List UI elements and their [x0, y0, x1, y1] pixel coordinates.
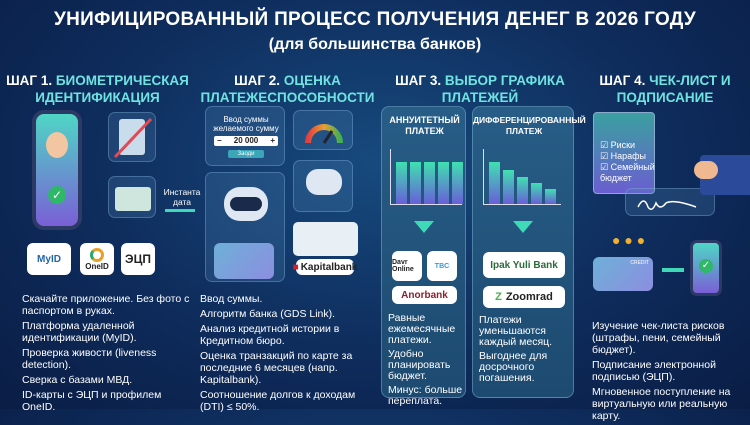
option-differentiated[interactable]: ДИФФЕРЕНЦИРОВАННЫЙ ПЛАТЕЖ Ipak Yuli Bank… — [472, 106, 586, 398]
arrow-right-icon — [165, 209, 195, 212]
page-subtitle: (для большинства банков) — [268, 36, 482, 53]
differentiated-bar-chart — [483, 149, 561, 205]
logo-oneid: OneID — [80, 243, 114, 275]
logo-myid: MyID — [27, 243, 71, 275]
face-icon — [46, 132, 68, 158]
phone-face-scan: ✓ — [32, 110, 82, 230]
arrow-label: Инстанта дата — [163, 187, 201, 207]
step-2-heading: ШАГ 2. ОЦЕНКА ПЛАТЕЖЕСПОСОБНОСТИ — [200, 73, 375, 105]
bar — [545, 188, 556, 204]
checkbox-icon: ☑ — [600, 151, 611, 161]
logo-zoomrad: Z Zoomrad — [483, 286, 565, 308]
step-1-heading: ШАГ 1. БИОМЕТРИЧЕСКАЯ ИДЕНТИФИКАЦИЯ — [6, 73, 189, 105]
submit-button[interactable]: Заоди — [228, 150, 264, 158]
bar — [517, 177, 528, 204]
step-4-heading: ШАГ 4. ЧЕК-ЛИСТ И ПОДПИСАНИЕ — [599, 73, 731, 105]
bank-card — [214, 243, 274, 279]
coins-icon: ● ● ● — [612, 232, 646, 248]
checklist-document: ☑ Риски ☑ Нарафы ☑ Семейный бюджет — [593, 112, 655, 194]
checklist-item: ☑ Семейный бюджет — [600, 162, 655, 183]
checkbox-icon: ☑ — [600, 162, 611, 172]
score-gauge — [293, 110, 353, 150]
annuity-bar-chart — [390, 149, 463, 205]
bar — [531, 183, 542, 204]
step-1-points: Скачайте приложение. Без фото с паспорто… — [22, 293, 190, 413]
logo-ecp: ЭЦП — [121, 243, 155, 275]
arrow-right-icon — [662, 268, 684, 272]
hand-pen-icon — [694, 155, 750, 195]
bar — [438, 162, 449, 204]
logo-anorbank: Anorbank — [392, 286, 457, 304]
bar — [424, 162, 435, 204]
logo-kapitalbank: ■ Kapitalbank — [293, 259, 357, 275]
step-4-points: Изучение чек-листа рисков (штрафы, пени,… — [592, 320, 731, 422]
arrow-down-icon — [513, 221, 533, 233]
option-annuity[interactable]: АННУИТЕТНЫЙ ПЛАТЕЖ Davr Online TBC Anorb… — [381, 106, 466, 407]
step-3-heading: ШАГ 3. ВЫБОР ГРАФИКА ПЛАТЕЖЕЙ — [395, 73, 565, 105]
amount-form: Ввод суммы желаемого сумму −20 000 + Заод… — [205, 106, 285, 166]
logo-ipak-yuli: Ipak Yuli Bank — [483, 252, 565, 278]
bar — [452, 162, 463, 204]
bar — [503, 169, 514, 204]
bar — [396, 162, 407, 204]
check-icon: ✓ — [48, 186, 66, 204]
checklist-item: ☑ Риски — [600, 140, 636, 150]
arrow-down-icon — [414, 221, 434, 233]
logo-davr-online: Davr Online — [392, 251, 422, 281]
annuity-points: Равные ежемесячные платежи. Удобно планир… — [388, 312, 463, 407]
no-passport-photo — [108, 112, 156, 162]
robot-icon — [224, 187, 268, 221]
differentiated-points: Платежи уменьшаются каждый месяц. Выгодне… — [479, 314, 553, 384]
credit-card: CREDIT — [593, 257, 653, 291]
checklist-item: ☑ Нарафы — [600, 151, 646, 161]
logo-tbc: TBC — [427, 251, 457, 281]
transactions-panel — [293, 222, 358, 256]
page-title: УНИФИЦИРОВАННЫЙ ПРОЦЕСС ПОЛУЧЕНИЯ ДЕНЕГ … — [54, 9, 696, 30]
phone-success: ✓ — [690, 240, 722, 296]
checkbox-icon: ☑ — [600, 140, 611, 150]
robot-avatar — [293, 160, 353, 212]
id-card-panel — [108, 176, 156, 218]
check-icon: ✓ — [699, 259, 713, 273]
bar — [489, 162, 500, 204]
bar — [410, 162, 421, 204]
step-2-points: Ввод суммы. Алгоритм банка (GDS Link). Ана… — [200, 293, 356, 413]
amount-stepper[interactable]: −20 000 + — [214, 136, 278, 146]
